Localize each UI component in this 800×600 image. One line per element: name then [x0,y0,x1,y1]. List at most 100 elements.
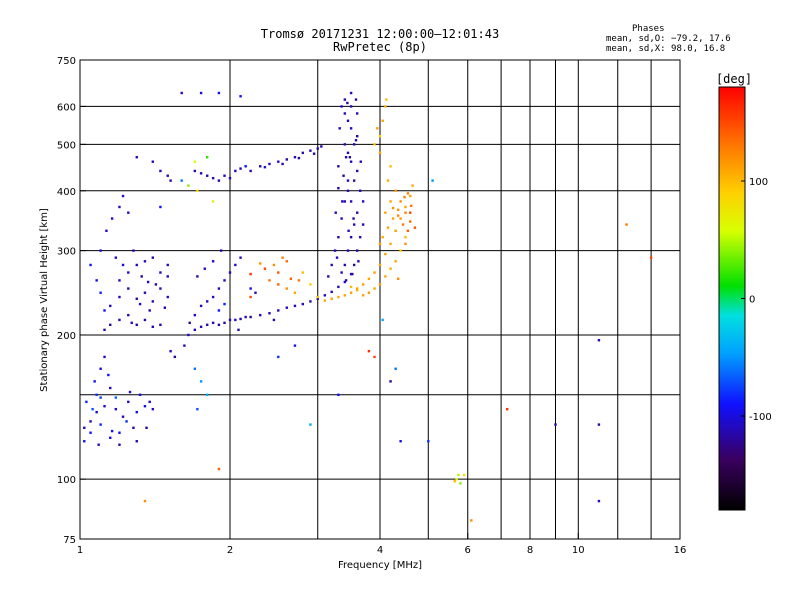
data-point [91,407,94,411]
data-point [355,249,359,252]
data-point [205,174,209,177]
data-point [355,134,359,138]
data-point [223,321,226,325]
data-point [268,312,271,315]
data-point [376,127,379,130]
data-point [316,295,319,299]
data-point [217,309,221,312]
data-point [352,179,356,182]
data-point [354,98,358,101]
data-point [109,436,112,439]
data-point [234,318,237,322]
data-point [340,217,343,220]
data-point [340,105,343,108]
data-point [193,169,197,173]
data-point [404,242,407,245]
data-point [169,179,172,182]
data-point [381,119,384,122]
data-point [346,189,350,192]
data-point [404,211,407,214]
data-point [293,291,297,294]
data-point [83,440,86,443]
y-axis-ticks: 75 100 200 300 400 500 600 750 [57,56,86,546]
data-point [335,256,339,259]
data-point [357,260,360,263]
data-point [385,98,388,101]
data-point [109,386,112,390]
data-point [597,499,601,503]
data-point [196,275,199,278]
x-axis-label: Frequency [MHz] [338,560,422,571]
data-point [132,426,135,430]
data-point [361,294,365,297]
data-point [234,169,237,173]
data-point [118,443,121,446]
data-point [188,321,191,325]
data-point [151,325,155,329]
data-point [217,179,221,182]
data-point [349,272,353,276]
data-point [352,143,356,146]
data-point [163,306,167,309]
data-point [118,318,121,322]
data-point [223,302,226,306]
data-point [459,482,462,485]
data-point [505,407,509,411]
data-point [649,256,653,259]
data-point [159,169,162,173]
data-point [118,295,121,299]
data-point [166,263,169,267]
data-point [205,393,209,397]
data-point [355,169,359,173]
data-point [343,200,347,203]
data-point [159,287,162,290]
data-point [389,380,392,383]
data-point [462,473,466,477]
data-point [244,315,247,319]
data-point [199,304,203,308]
data-point [103,355,106,359]
data-point [135,323,138,327]
data-point [196,189,199,192]
data-point [352,223,356,226]
data-point [128,390,132,394]
data-point [127,287,130,290]
data-point [148,309,151,312]
phases-x-stats: mean, sd,X: 98.0, 16.8 [606,44,726,54]
y-tick-label: 600 [57,102,76,113]
data-point [249,295,252,299]
data-point [259,262,262,265]
data-point [135,263,138,267]
data-point [597,423,601,426]
data-point [285,260,288,263]
data-point [346,101,349,105]
data-point [373,287,376,290]
data-point [135,156,138,159]
data-point [127,211,130,214]
data-point [99,423,102,426]
data-point [316,147,319,150]
data-point [121,194,125,198]
colorbar-tick-label: -100 [749,412,772,423]
data-point [193,367,197,370]
data-point [187,184,190,187]
data-point [99,291,102,294]
data-point [199,91,203,95]
data-point [316,297,319,300]
data-point [259,313,262,317]
data-point [330,263,333,267]
data-point [140,275,143,278]
chart-title: Tromsø 20171231 12:00:00–12:01:43 [260,27,500,41]
colorbar [718,86,746,511]
data-point [285,306,288,309]
data-point [281,256,284,259]
data-point [309,149,312,152]
data-point [351,272,354,276]
data-point [151,300,155,303]
data-point [277,283,280,286]
data-point [378,134,382,138]
data-point [143,405,147,408]
data-point [132,249,135,252]
data-point [346,249,350,252]
